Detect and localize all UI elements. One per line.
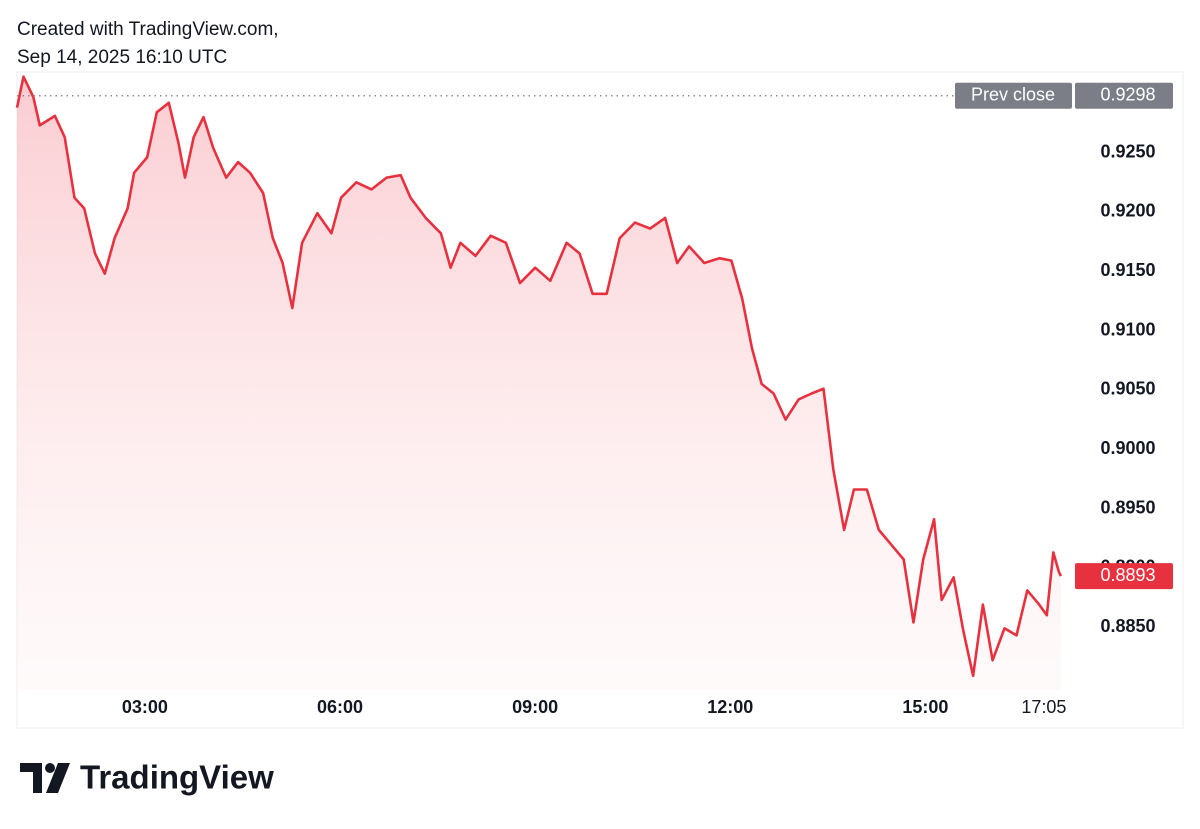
logo (20, 763, 70, 793)
area-fill (17, 76, 1061, 690)
y-tick-label: 0.9000 (1100, 438, 1155, 458)
x-tick-label: 12:00 (707, 697, 753, 717)
logo-icon (20, 763, 42, 793)
y-tick-label: 0.9100 (1100, 319, 1155, 339)
y-tick-label: 0.9200 (1100, 201, 1155, 221)
last-price-badge (1075, 563, 1173, 590)
plot: 0.88500.89000.89500.90000.90500.91000.91… (15, 75, 1173, 717)
logo-icon (46, 763, 70, 793)
y-tick-label: 0.9050 (1100, 379, 1155, 399)
last-price-value: 0.8893 (1100, 565, 1155, 585)
x-tick-label: 17:05 (1021, 697, 1066, 717)
logo-text: TradingView (80, 759, 274, 796)
timestamp: Sep 14, 2025 16:10 UTC (17, 47, 227, 68)
y-tick-label: 0.9150 (1100, 260, 1155, 280)
y-tick-label: 0.8850 (1100, 616, 1155, 636)
logo-icon (45, 763, 55, 773)
prev-close-value-badge (1075, 82, 1173, 109)
x-tick-label: 09:00 (512, 697, 558, 717)
y-tick-label: 0.9250 (1100, 141, 1155, 161)
x-tick-label: 06:00 (317, 697, 363, 717)
credit: Created with TradingView.com, (17, 19, 279, 40)
price-line (15, 75, 1063, 678)
x-tick-label: 03:00 (122, 697, 168, 717)
prev-close-label: Prev close (971, 84, 1055, 104)
y-tick-label: 0.8950 (1100, 497, 1155, 517)
x-tick-label: 15:00 (902, 697, 948, 717)
prev-close-badge (955, 82, 1072, 109)
prev-close-value: 0.9298 (1100, 84, 1155, 104)
